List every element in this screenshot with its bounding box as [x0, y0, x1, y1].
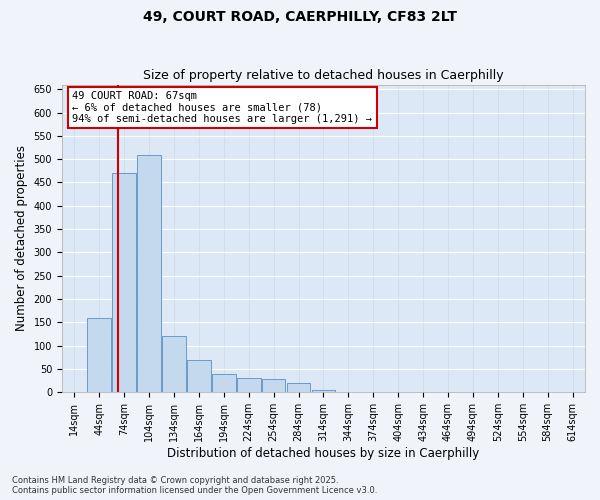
Bar — [137, 154, 161, 392]
Bar — [311, 390, 335, 392]
Text: Contains HM Land Registry data © Crown copyright and database right 2025.
Contai: Contains HM Land Registry data © Crown c… — [12, 476, 377, 495]
Bar — [88, 318, 111, 392]
Bar — [287, 383, 310, 392]
Bar — [162, 336, 186, 392]
Bar — [112, 173, 136, 392]
Bar — [237, 378, 260, 392]
Bar — [262, 380, 286, 392]
Bar — [212, 374, 236, 392]
X-axis label: Distribution of detached houses by size in Caerphilly: Distribution of detached houses by size … — [167, 447, 479, 460]
Y-axis label: Number of detached properties: Number of detached properties — [15, 146, 28, 332]
Text: 49, COURT ROAD, CAERPHILLY, CF83 2LT: 49, COURT ROAD, CAERPHILLY, CF83 2LT — [143, 10, 457, 24]
Title: Size of property relative to detached houses in Caerphilly: Size of property relative to detached ho… — [143, 69, 504, 82]
Text: 49 COURT ROAD: 67sqm
← 6% of detached houses are smaller (78)
94% of semi-detach: 49 COURT ROAD: 67sqm ← 6% of detached ho… — [73, 90, 373, 124]
Bar — [187, 360, 211, 392]
